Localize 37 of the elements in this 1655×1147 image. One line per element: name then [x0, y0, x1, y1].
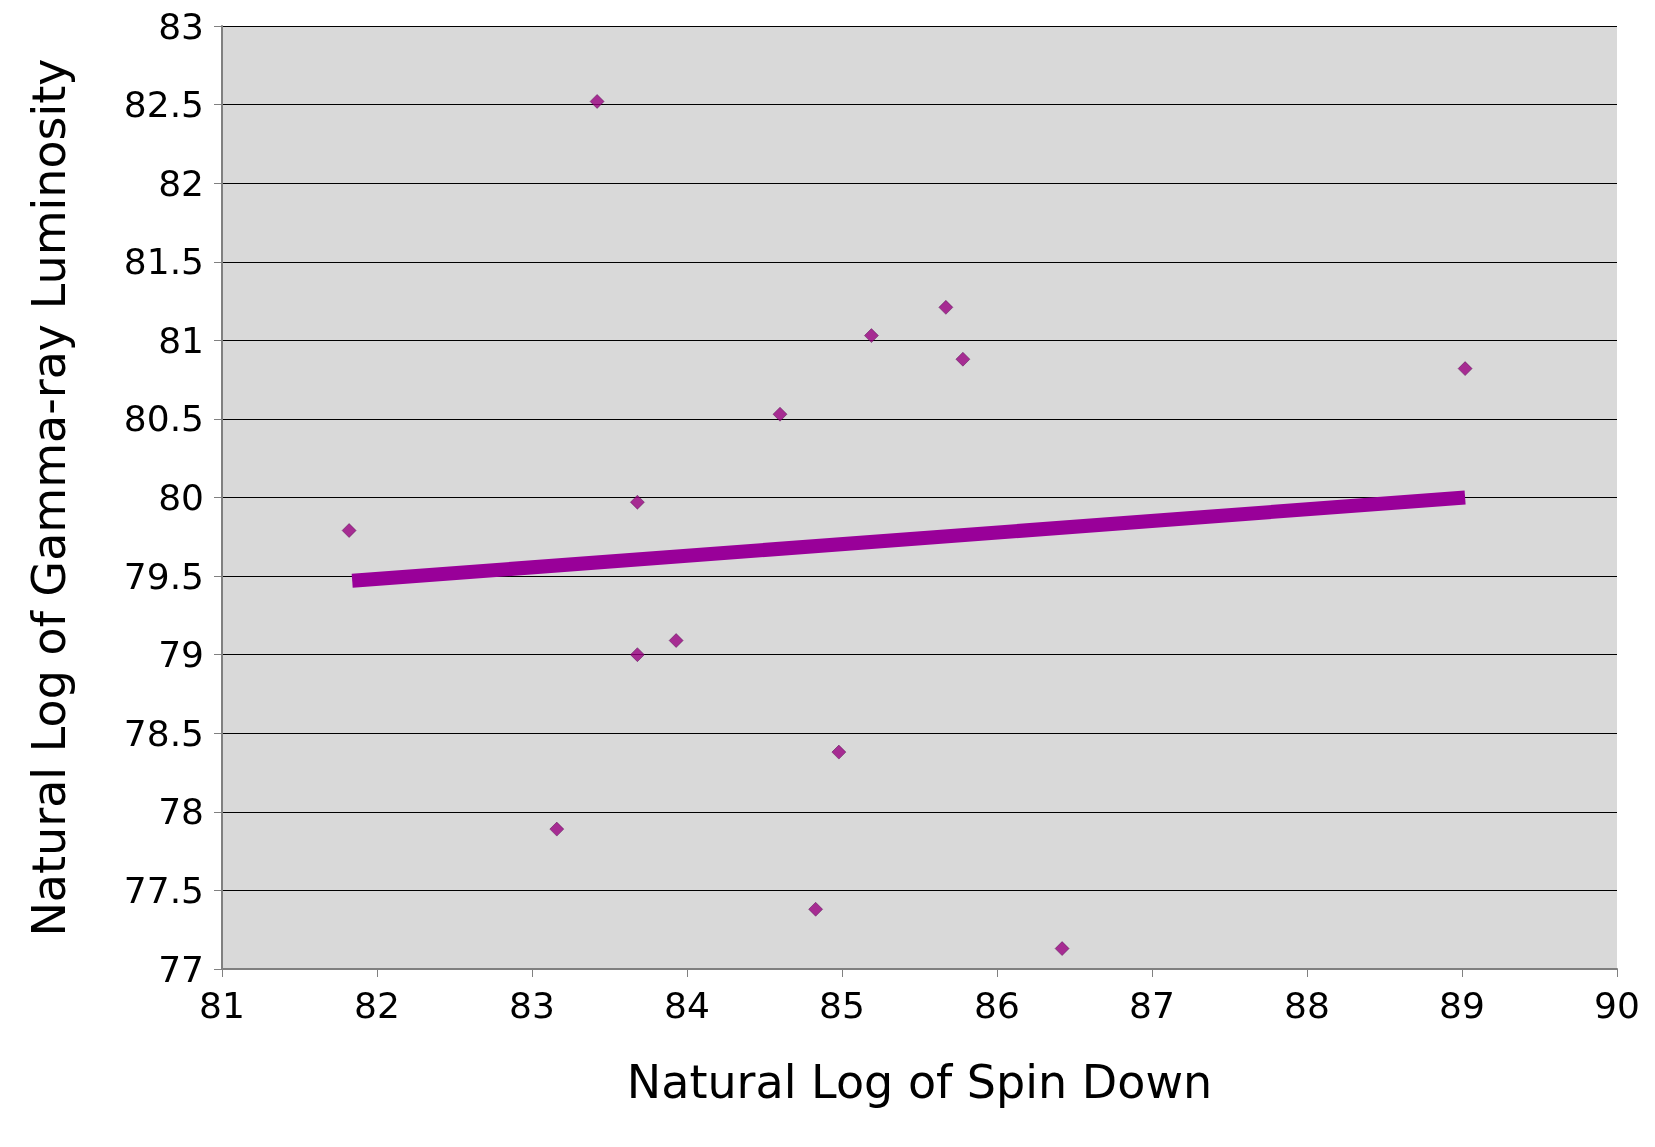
point	[1054, 941, 1070, 956]
x-tick-label: 85	[819, 984, 865, 1026]
y-tick-label: 82	[158, 162, 204, 204]
point	[630, 494, 645, 510]
y-axis-title: Natural Log of Gamma-ray Luminosity	[22, 58, 76, 937]
x-tick-label: 87	[1129, 984, 1175, 1026]
point	[772, 406, 788, 422]
y-tick-label: 78.5	[123, 712, 204, 754]
y-tick-label: 79	[158, 634, 204, 676]
y-tick-label: 79.5	[123, 555, 204, 597]
y-tick-label: 82.5	[123, 84, 204, 126]
x-tick-label: 84	[664, 984, 710, 1026]
y-tick-label: 81.5	[123, 241, 204, 283]
y-tick-label: 81	[158, 319, 204, 361]
x-axis-title: Natural Log of Spin Down	[626, 1055, 1213, 1109]
point	[938, 300, 954, 315]
point	[549, 821, 565, 837]
y-tick-label: 77.5	[123, 869, 204, 911]
point	[955, 351, 971, 367]
y-tick-label: 78	[158, 791, 204, 833]
point	[831, 744, 847, 760]
point	[589, 94, 605, 109]
x-tick-label: 89	[1439, 984, 1485, 1026]
point	[808, 902, 823, 917]
point	[668, 633, 684, 648]
x-tick-label: 90	[1594, 984, 1640, 1026]
point	[1457, 361, 1473, 376]
x-tick-label: 82	[354, 984, 400, 1026]
x-tick-label: 83	[509, 984, 555, 1026]
point	[864, 328, 879, 343]
x-tick-label: 86	[974, 984, 1020, 1026]
point	[341, 523, 357, 538]
y-tick-label: 80.5	[123, 398, 204, 440]
x-tick-label: 88	[1284, 984, 1330, 1026]
point	[630, 647, 645, 662]
y-tick-label: 83	[158, 5, 204, 47]
y-tick-label: 80	[158, 477, 204, 518]
